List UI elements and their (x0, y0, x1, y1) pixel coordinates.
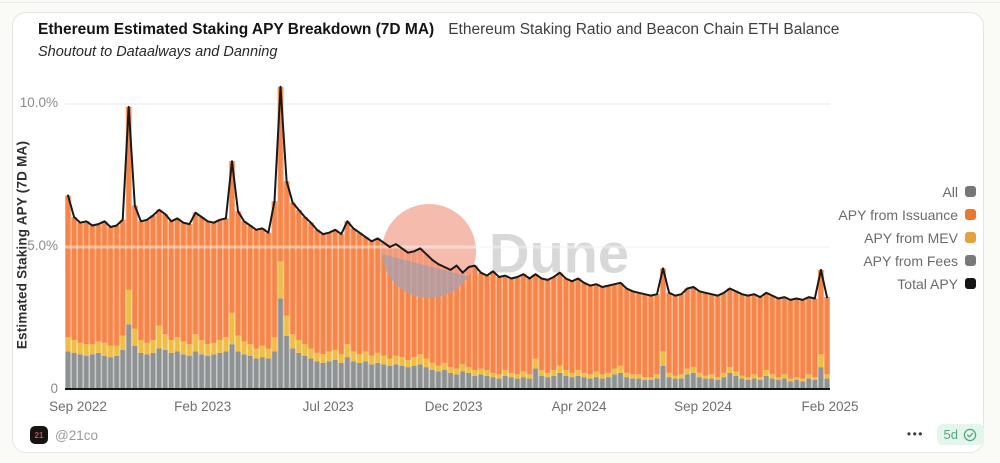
legend-label: APY from Issuance (838, 206, 958, 223)
author-handle[interactable]: @21co (55, 428, 98, 443)
legend-swatch (965, 209, 976, 220)
x-axis-tick-label: Feb 2025 (801, 399, 859, 414)
freshness-badge[interactable]: 5d (936, 424, 984, 445)
chart-legend: All APY from Issuance APY from MEV APY from… (838, 180, 976, 295)
freshness-badge-label: 5d (943, 427, 958, 442)
legend-swatch (965, 186, 976, 197)
widget-header: Ethereum Estimated Staking APY Breakdown… (38, 21, 839, 39)
legend-item-apy-from-fees[interactable]: APY from Fees (838, 249, 976, 272)
verified-check-icon (963, 428, 977, 441)
x-axis-tick-label: Feb 2023 (174, 399, 232, 414)
legend-item-apy-from-mev[interactable]: APY from MEV (838, 226, 976, 249)
total-apy-line (67, 85, 828, 301)
page-top-divider (0, 2, 1000, 3)
x-axis-tick-label: Apr 2024 (551, 399, 607, 414)
x-axis-tick-label: Dec 2023 (424, 399, 483, 414)
x-axis-tick-label: Sep 2024 (674, 399, 732, 414)
x-axis-tick-label: Sep 2022 (49, 399, 107, 414)
y-axis-tick-label: 0 (50, 381, 58, 396)
chart-canvas[interactable]: Dune (65, 85, 830, 390)
legend-label: APY from MEV (864, 229, 958, 246)
legend-item-total-apy[interactable]: Total APY (838, 272, 976, 295)
secondary-title: Ethereum Staking Ratio and Beacon Chain … (448, 21, 840, 38)
x-axis-line (65, 388, 830, 390)
author-avatar[interactable]: 21 (30, 426, 48, 444)
overflow-menu-button[interactable]: ••• (906, 427, 924, 441)
legend-swatch (965, 232, 976, 243)
page-title: Ethereum Estimated Staking APY Breakdown… (38, 21, 435, 38)
legend-item-all[interactable]: All (838, 180, 976, 203)
legend-swatch (965, 255, 976, 266)
x-axis-tick-label: Jul 2023 (302, 399, 354, 414)
y-axis-tick-label: 10.0% (19, 95, 58, 110)
legend-label: All (942, 183, 958, 200)
legend-item-apy-from-issuance[interactable]: APY from Issuance (838, 203, 976, 226)
legend-label: Total APY (897, 275, 958, 292)
y-axis-tick-label: 5.0% (27, 238, 58, 253)
widget-subtitle: Shoutout to Dataalways and Danning (38, 44, 278, 60)
legend-label: APY from Fees (863, 252, 958, 269)
legend-swatch (965, 278, 976, 289)
